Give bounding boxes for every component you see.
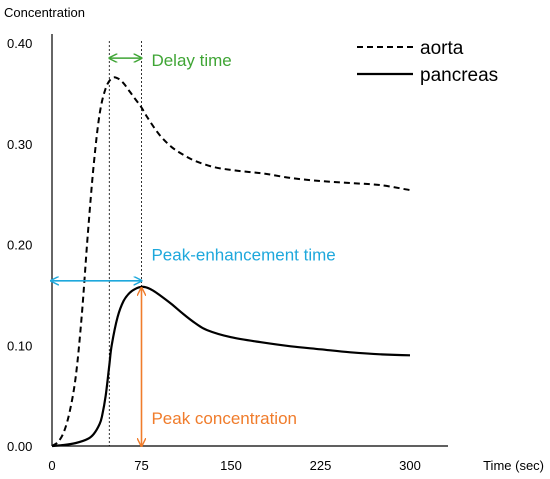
x-tick-label: 300 bbox=[399, 458, 421, 473]
delay-time-label: Delay time bbox=[151, 51, 231, 70]
x-tick-label: 75 bbox=[134, 458, 148, 473]
x-axis-label: Time (sec) bbox=[483, 458, 544, 473]
x-tick-label: 0 bbox=[48, 458, 55, 473]
x-tick-label: 150 bbox=[220, 458, 242, 473]
legend-layer: aorta pancreas bbox=[357, 38, 498, 86]
series-line-pancreas bbox=[51, 285, 411, 448]
annotations-layer: Delay time Peak-enhancement time Peak conc… bbox=[51, 51, 336, 446]
legend-label-pancreas: pancreas bbox=[420, 65, 498, 86]
x-tick-label: 225 bbox=[310, 458, 332, 473]
axes-layer: Concentration Time (sec) 0 75 150 225 300 0.00 0… bbox=[4, 5, 544, 473]
series-layer bbox=[51, 76, 411, 448]
y-tick-label: 0.30 bbox=[7, 137, 32, 152]
y-tick-label: 0.10 bbox=[7, 338, 32, 353]
y-tick-label: 0.20 bbox=[7, 238, 32, 253]
y-axis-label: Concentration bbox=[4, 5, 85, 20]
y-tick-label: 0.40 bbox=[7, 36, 32, 51]
peak-concentration-label: Peak concentration bbox=[151, 409, 297, 428]
y-tick-label: 0.00 bbox=[7, 439, 32, 454]
series-line-aorta bbox=[51, 76, 411, 447]
peak-enhancement-time-label: Peak-enhancement time bbox=[151, 246, 335, 265]
legend-label-aorta: aorta bbox=[420, 38, 464, 59]
